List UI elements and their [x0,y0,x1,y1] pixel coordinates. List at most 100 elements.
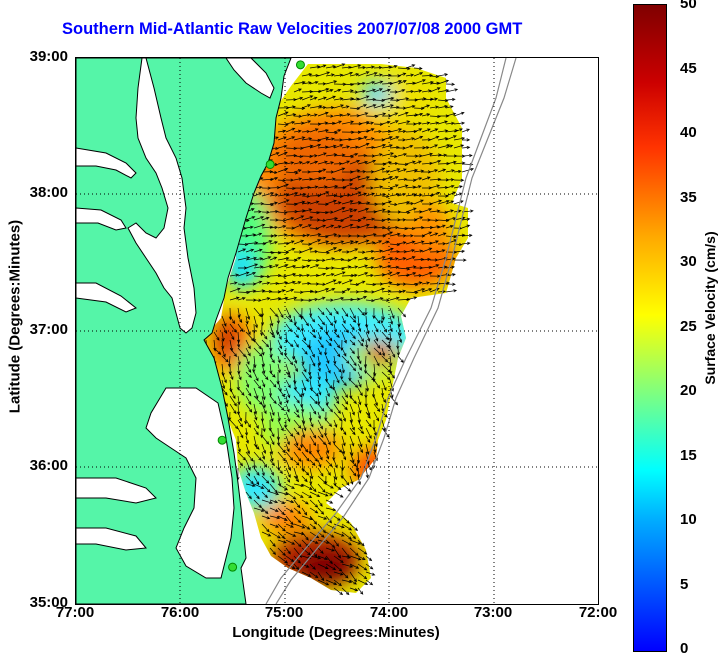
velocity-arrow [309,96,318,101]
velocity-arrow [445,209,455,213]
velocity-arrow [277,307,284,319]
velocity-arrow [413,160,422,165]
velocity-arrow [388,331,393,342]
velocity-arrow [285,387,291,399]
velocity-arrow [349,379,359,388]
velocity-arrow [325,563,337,571]
velocity-arrow [269,531,281,539]
velocity-arrow [221,323,228,334]
velocity-arrow [397,227,409,231]
velocity-arrow [237,282,246,287]
velocity-arrow [285,379,291,389]
velocity-arrow [293,129,302,133]
velocity-arrow [333,547,341,559]
velocity-arrow [341,411,346,422]
velocity-arrow [332,427,336,438]
velocity-arrow [373,403,381,412]
velocity-arrow [325,106,335,110]
velocity-arrow [373,427,377,437]
velocity-arrow [221,339,225,350]
y-axis-label: Latitude (Degrees:Minutes) [6,219,24,414]
velocity-arrow [308,339,312,350]
velocity-arrow [437,105,449,109]
velocity-arrow [261,289,273,294]
colorbar-tick: 45 [680,60,697,77]
y-tick-label: 35:00 [29,594,68,611]
velocity-arrow [397,200,411,205]
velocity-arrow [421,176,431,181]
velocity-arrow [325,210,334,214]
velocity-arrow [325,114,334,118]
velocity-arrow [453,121,466,125]
velocity-arrow [261,347,265,356]
velocity-arrow [325,499,334,504]
velocity-arrow [285,154,298,158]
velocity-arrow [357,272,369,277]
velocity-arrow [293,323,301,331]
velocity-arrow [357,142,370,149]
velocity-arrow [293,281,302,285]
velocity-arrow [285,280,296,285]
velocity-arrow [349,587,359,592]
velocity-arrow [277,296,289,301]
velocity-arrow [349,435,355,447]
velocity-arrow [357,207,370,213]
velocity-arrow [252,323,256,334]
velocity-arrow [317,563,329,570]
velocity-arrow [253,427,259,436]
velocity-arrow [389,265,400,269]
velocity-arrow [261,435,270,445]
colorbar-tick: 25 [680,318,697,335]
velocity-arrow [365,256,375,261]
velocity-arrow [333,403,341,414]
velocity-arrow [237,355,241,366]
velocity-arrow [269,307,279,318]
velocity-arrow [285,233,295,238]
velocity-arrow [365,435,371,443]
velocity-arrow [381,231,394,237]
velocity-arrow [341,443,346,455]
velocity-arrow [301,387,305,397]
velocity-arrow [326,170,335,174]
velocity-arrow [261,483,271,493]
velocity-arrow [389,154,398,158]
velocity-arrow [381,175,394,181]
velocity-arrow [237,459,244,467]
velocity-arrow [301,547,311,556]
velocity-arrow [373,122,384,126]
velocity-arrow [277,339,283,350]
velocity-arrow [357,81,366,86]
velocity-arrow [333,248,343,253]
velocity-arrow [397,162,409,167]
velocity-arrow [277,515,288,521]
velocity-arrow [277,547,286,557]
velocity-arrow [293,315,297,326]
velocity-arrow [253,435,258,449]
velocity-arrow [333,395,340,405]
velocity-arrow [364,307,368,316]
velocity-arrow [325,144,337,149]
velocity-arrow [429,105,439,109]
velocity-arrow [437,265,448,269]
velocity-arrow [269,443,274,455]
velocity-arrow [341,265,352,269]
velocity-arrow [260,307,264,318]
velocity-arrow [333,162,343,166]
velocity-arrow [357,71,370,77]
velocity-arrow [341,355,350,364]
velocity-arrow [253,248,263,253]
velocity-arrow [325,379,333,389]
velocity-arrow [261,491,268,499]
velocity-arrow [349,347,355,355]
velocity-arrow [357,280,366,285]
velocity-arrow [357,223,370,229]
velocity-arrow [333,467,338,481]
velocity-arrow [461,224,471,229]
velocity-arrow [285,491,297,500]
velocity-arrow [357,355,362,365]
velocity-arrow [397,210,411,215]
velocity-arrow [365,159,377,165]
velocity-arrow [285,435,290,446]
velocity-arrow [413,273,423,278]
velocity-arrow [276,315,280,325]
